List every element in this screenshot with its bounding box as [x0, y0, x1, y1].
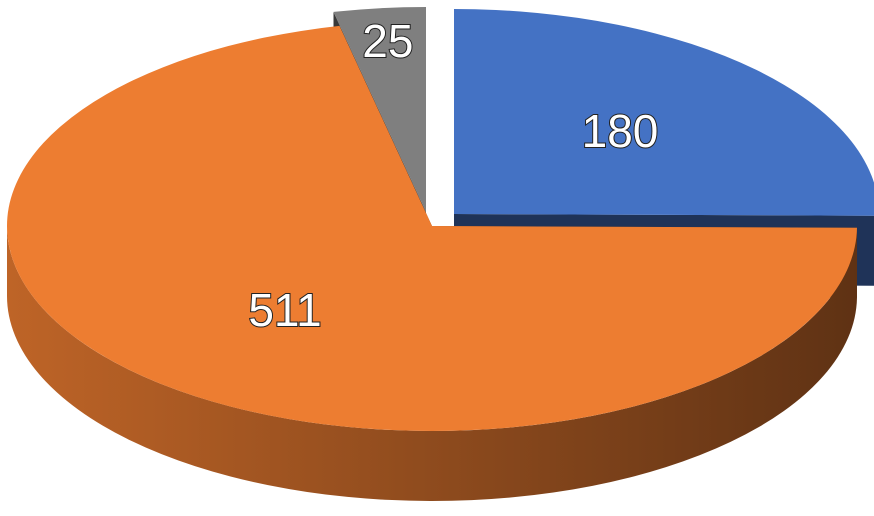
- slice-side: [7, 226, 857, 501]
- slice: [333, 7, 426, 212]
- data-label: 25: [362, 15, 413, 67]
- data-label: 511: [248, 284, 321, 336]
- slice: [454, 9, 874, 216]
- data-label: 180: [582, 105, 659, 157]
- slice: [6, 25, 857, 431]
